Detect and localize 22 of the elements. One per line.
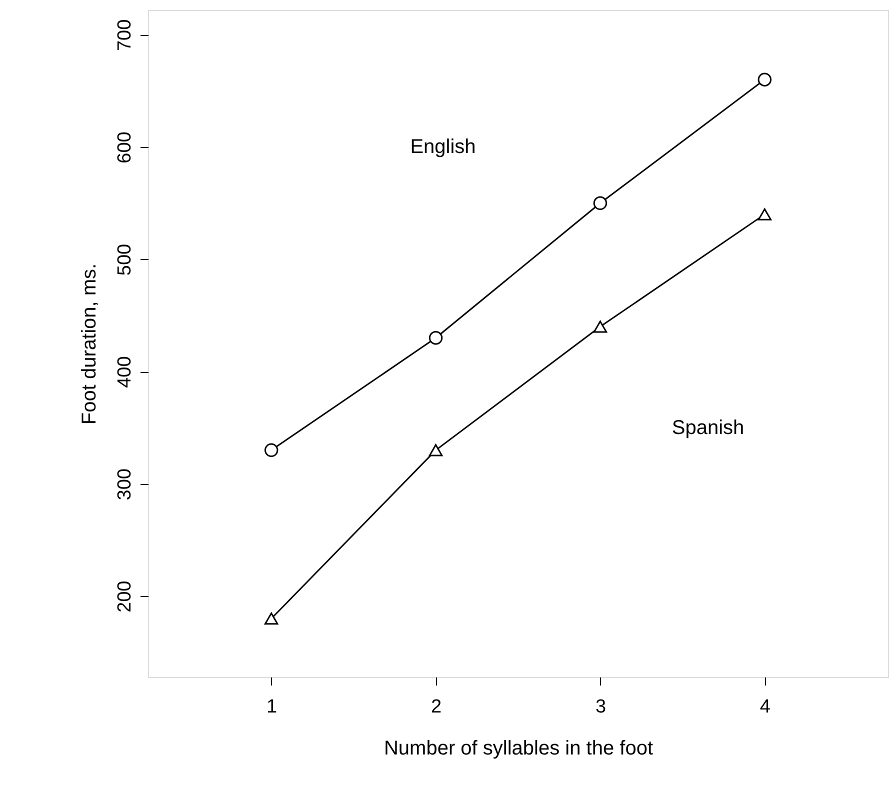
point (758, 208, 772, 220)
point (758, 72, 772, 86)
x-tick-label: 2 (430, 696, 442, 718)
y-tick-label: 700 (114, 19, 136, 52)
point (593, 196, 608, 210)
y-tick-label: 300 (114, 468, 136, 500)
point (593, 320, 608, 333)
y-tick-label: 500 (114, 244, 136, 276)
x-tick-label: 4 (760, 696, 771, 718)
y-tick-label: 200 (114, 580, 136, 613)
point (428, 331, 443, 345)
annotation: Spanish (672, 417, 744, 439)
point (428, 444, 443, 456)
y-axis-title: Foot duration, ms. (78, 263, 100, 425)
y-tick-label: 600 (114, 132, 136, 164)
y-tick-label: 400 (114, 356, 136, 388)
annotation: English (410, 136, 476, 158)
x-axis-title: Number of syllables in the foot (384, 738, 654, 760)
point (264, 612, 278, 625)
point (264, 443, 278, 458)
x-tick-label: 3 (595, 696, 606, 718)
x-tick-label: 1 (266, 696, 278, 718)
